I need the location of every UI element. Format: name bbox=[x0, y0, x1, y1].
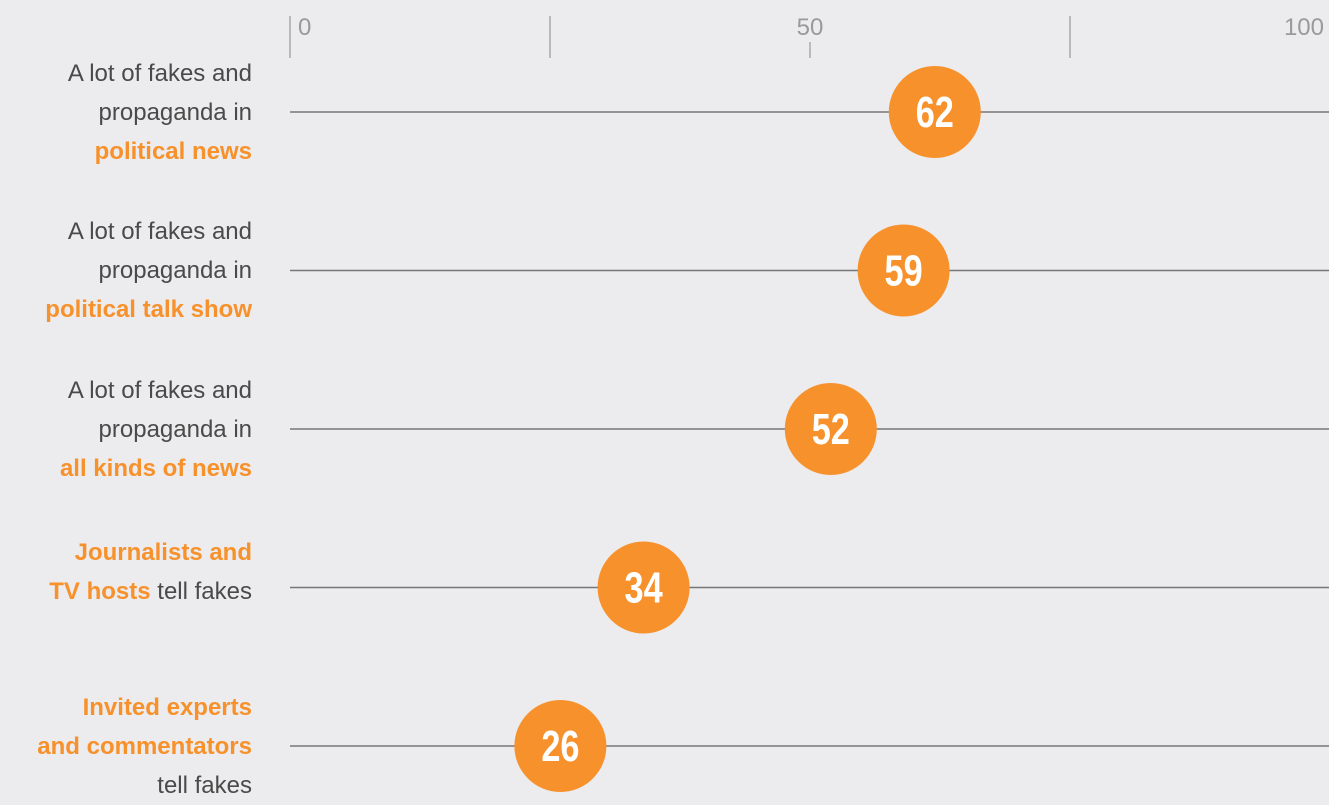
category-label: Invited experts and commentators tell fa… bbox=[0, 688, 252, 805]
dot bbox=[888, 66, 981, 158]
x-tick-label: 0 bbox=[298, 14, 311, 41]
dot-label-group: 26 bbox=[541, 722, 579, 771]
category-label: Journalists and TV hosts tell fakes bbox=[0, 533, 252, 611]
dot-label: 62 bbox=[916, 88, 954, 137]
category-highlight: political talk show bbox=[45, 296, 252, 323]
category-text: A lot of fakes and propaganda in bbox=[67, 59, 252, 126]
category-label: A lot of fakes and propaganda in all kin… bbox=[0, 371, 252, 488]
x-tick-label: 50 bbox=[797, 14, 824, 41]
dot-label: 26 bbox=[541, 722, 579, 771]
category-text: tell fakes bbox=[150, 577, 252, 605]
category-text: A lot of fakes and propaganda in bbox=[67, 376, 252, 443]
dot-label-group: 34 bbox=[625, 563, 663, 612]
dot bbox=[597, 541, 690, 634]
category-text: A lot of fakes and propaganda in bbox=[67, 218, 252, 284]
category-highlight: Journalists and TV hosts bbox=[49, 538, 252, 605]
dot-label: 52 bbox=[812, 405, 850, 454]
category-label: A lot of fakes and propaganda in politic… bbox=[0, 54, 252, 171]
dot bbox=[514, 700, 607, 792]
category-highlight: political news bbox=[94, 137, 252, 165]
dot bbox=[857, 224, 950, 317]
x-tick-label: 100 bbox=[1284, 14, 1324, 41]
category-highlight: Invited experts and commentators bbox=[37, 693, 252, 760]
category-label: A lot of fakes and propaganda in politic… bbox=[0, 212, 252, 329]
dot-label: 34 bbox=[625, 563, 663, 612]
dot bbox=[784, 383, 877, 475]
category-text: tell fakes bbox=[157, 771, 252, 799]
dot-label: 59 bbox=[885, 246, 923, 295]
dot-label-group: 59 bbox=[885, 246, 923, 295]
dot-label-group: 52 bbox=[812, 405, 850, 454]
dot-label-group: 62 bbox=[916, 88, 954, 137]
category-highlight: all kinds of news bbox=[59, 454, 252, 482]
